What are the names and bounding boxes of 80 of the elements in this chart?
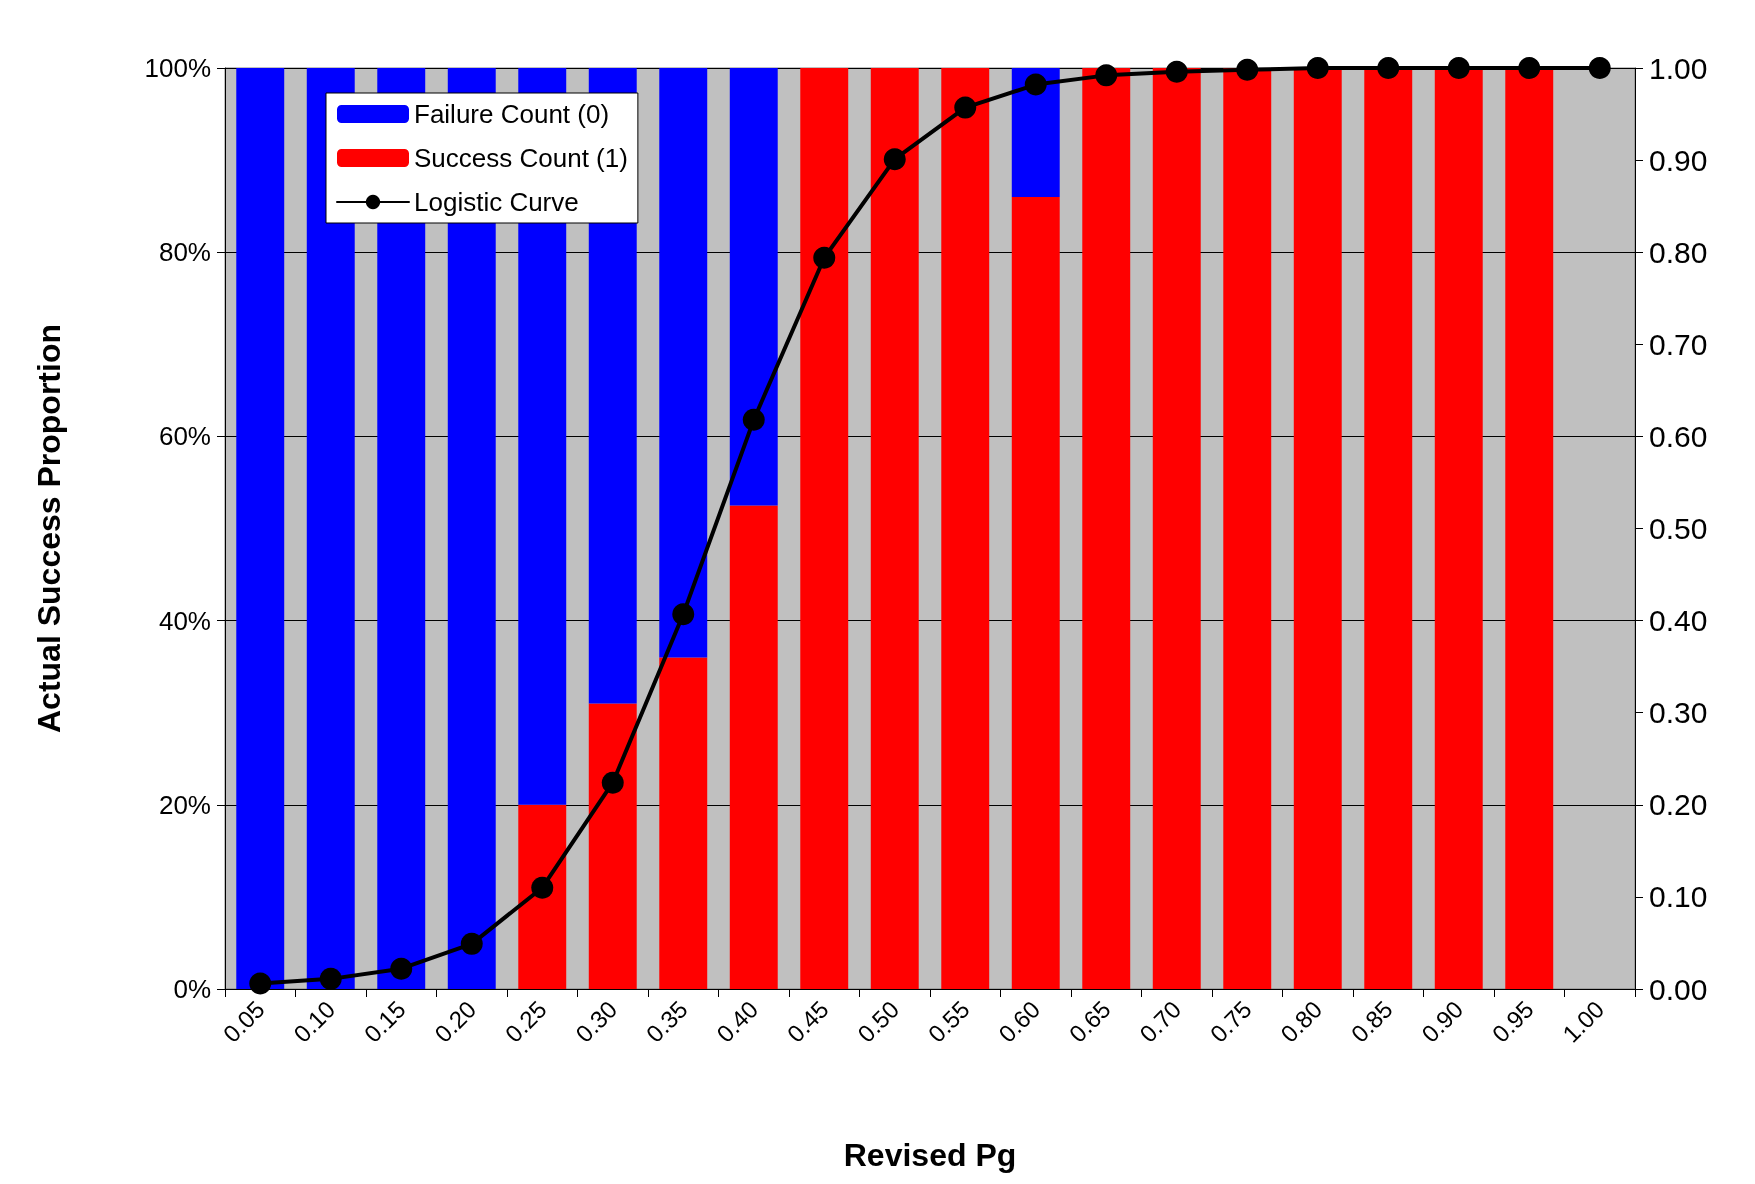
x-tick-label: 0.65 [1063, 995, 1116, 1048]
bar [1223, 68, 1272, 989]
y2-tick-label: 0.10 [1649, 880, 1708, 914]
point [1095, 64, 1118, 87]
x-tick-label: 0.40 [711, 995, 764, 1048]
bar [588, 703, 637, 989]
x-tick-label: 0.70 [1134, 995, 1187, 1048]
y-tick-label: 40% [158, 605, 211, 636]
x-tick-label: 0.50 [852, 995, 905, 1048]
bar [659, 657, 708, 989]
y2-tick-label: 0.60 [1649, 419, 1708, 453]
legend-label: Failure Count (0) [414, 99, 610, 129]
y-tick-label: 100% [144, 53, 211, 83]
y2-tick-label: 0.00 [1649, 972, 1708, 1006]
bar [1152, 68, 1201, 989]
bar [518, 804, 567, 989]
point [1306, 57, 1329, 79]
point [1588, 57, 1611, 79]
x-tick-label: 0.80 [1275, 995, 1328, 1048]
bar [729, 505, 778, 989]
y-tick-label: 0% [173, 974, 211, 1004]
bar [1082, 68, 1131, 989]
bar [1434, 68, 1483, 989]
legend-label: Success Count (1) [414, 143, 628, 173]
x-tick-label: 0.95 [1486, 995, 1539, 1048]
point [1377, 57, 1400, 79]
point [390, 957, 413, 980]
x-tick-label: 0.75 [1204, 995, 1257, 1048]
y2-tick-label: 0.50 [1649, 512, 1708, 545]
x-axis-title: Revised Pg [843, 1137, 1017, 1173]
y2-tick-label: 1.00 [1649, 51, 1708, 85]
y-tick-label: 20% [158, 789, 211, 820]
point [813, 246, 836, 269]
point [1518, 57, 1541, 79]
point [1165, 60, 1188, 83]
x-tick-label: 0.05 [217, 995, 270, 1048]
point [249, 972, 272, 995]
bar [800, 68, 849, 989]
point [742, 408, 765, 431]
x-tick-label: 0.25 [499, 995, 552, 1048]
y2-tick-label: 0.30 [1649, 696, 1708, 730]
x-tick-label: 0.20 [429, 995, 482, 1048]
point [1447, 57, 1470, 79]
x-tick-label: 0.60 [993, 995, 1046, 1048]
y-tick-label: 80% [158, 237, 211, 268]
legend-label: Logistic Curve [414, 187, 579, 217]
y2-tick-label: 0.20 [1649, 788, 1708, 822]
bar [941, 68, 990, 989]
bar [729, 68, 778, 506]
y2-tick-label: 0.40 [1649, 604, 1708, 638]
x-tick-label: 0.10 [288, 995, 341, 1048]
y2-tick-label: 0.70 [1649, 327, 1708, 361]
y-tick-label: 60% [158, 421, 211, 452]
bar [1011, 68, 1060, 197]
x-tick-label: 0.30 [570, 995, 623, 1048]
x-tick-label: 0.55 [922, 995, 975, 1048]
point [672, 603, 695, 626]
y-axis-title: Actual Success Proportion [31, 324, 67, 733]
bar [1011, 196, 1060, 989]
x-tick-label: 0.85 [1345, 995, 1398, 1048]
point [601, 771, 624, 794]
point [319, 967, 342, 990]
point [460, 932, 483, 955]
bar [659, 68, 708, 658]
bar [236, 68, 285, 989]
point [531, 876, 554, 899]
x-tick-label: 0.15 [358, 995, 411, 1048]
y2-tick-label: 0.80 [1649, 235, 1708, 269]
bar [870, 68, 919, 989]
bar [1293, 68, 1342, 989]
bar [1505, 68, 1554, 989]
y2-tick-label: 0.90 [1649, 143, 1708, 177]
point [1236, 58, 1259, 81]
point [954, 96, 977, 119]
x-tick-label: 0.45 [781, 995, 834, 1048]
x-tick-label: 0.90 [1416, 995, 1469, 1048]
bar [1364, 68, 1413, 989]
point [883, 148, 906, 171]
point [1024, 73, 1047, 96]
x-tick-label: 0.35 [640, 995, 693, 1048]
